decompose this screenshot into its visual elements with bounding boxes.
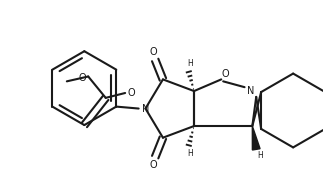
Text: O: O (150, 160, 157, 170)
Text: N: N (247, 86, 254, 96)
Text: O: O (127, 88, 135, 98)
Text: N: N (142, 104, 149, 114)
Text: H: H (187, 59, 193, 68)
Text: O: O (79, 73, 86, 83)
Text: O: O (150, 47, 157, 57)
Text: H: H (257, 151, 263, 160)
Text: H: H (187, 149, 193, 158)
Text: O: O (221, 69, 229, 78)
Polygon shape (252, 126, 260, 150)
